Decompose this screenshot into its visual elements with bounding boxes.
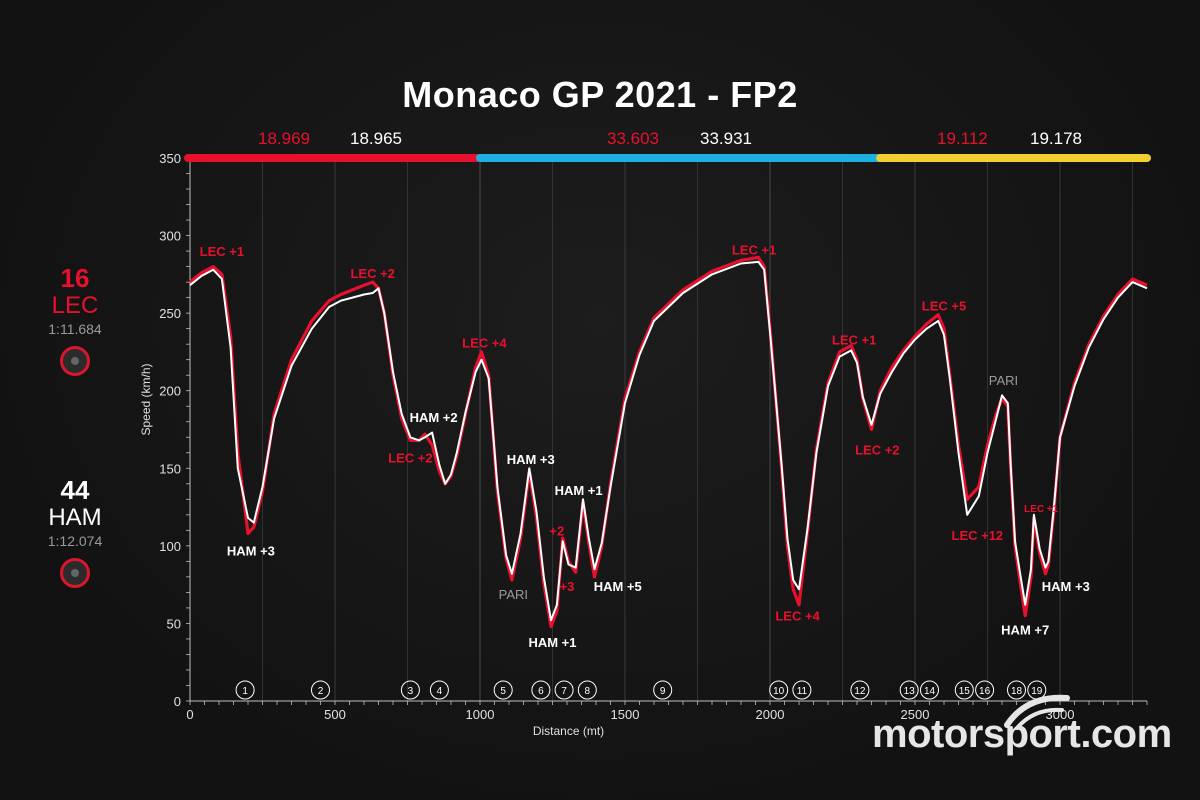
motorsport-swoosh-icon	[1004, 694, 1070, 730]
corner-marker	[554, 680, 574, 700]
x-tick-label: 1000	[466, 707, 495, 722]
series-line-lec	[188, 255, 1148, 629]
corner-label: 18	[1011, 686, 1023, 697]
annotation-label: LEC +5	[922, 298, 966, 313]
corner-marker	[1007, 680, 1026, 700]
annotation-label: HAM +2	[410, 410, 458, 425]
annotation-label: HAM +7	[1001, 623, 1049, 638]
corner-marker	[577, 680, 597, 700]
driver-number: 16	[60, 263, 90, 293]
annotation-label: HAM +1	[555, 483, 603, 498]
annotation-label: LEC +2	[350, 266, 394, 281]
corner-marker	[792, 680, 812, 700]
corner-marker	[899, 680, 919, 700]
corner-label: 3	[408, 686, 414, 697]
y-tick-label: 300	[159, 229, 181, 244]
annotation-label: PARI	[499, 587, 528, 602]
driver-card-ham: 44 HAM 1:12.074	[30, 476, 120, 588]
annotation-label: HAM +3	[1042, 579, 1090, 594]
x-tick-label: 500	[324, 707, 346, 722]
series-line-ham	[189, 260, 1148, 622]
driver-code: HAM	[48, 504, 102, 531]
watermark-logo: motorsport.com	[872, 712, 1172, 756]
corner-label: 16	[979, 686, 991, 697]
y-tick-label: 250	[159, 306, 181, 321]
corner-label: 19	[1031, 686, 1043, 697]
corner-label: 10	[773, 686, 785, 697]
corner-label: 13	[904, 686, 916, 697]
annotation-label: LEC +4	[775, 609, 820, 624]
soft-tyre-icon	[60, 346, 90, 376]
y-axis-label: Speed (km/h)	[139, 363, 153, 435]
annotation-label: HAM +5	[594, 579, 642, 594]
driver-laptime: 1:12.074	[47, 533, 103, 549]
y-tick-label: 100	[159, 539, 181, 554]
chart-title: Monaco GP 2021 - FP2	[402, 74, 798, 115]
sector2-ham-time: 33.931	[700, 129, 752, 148]
annotation-label: LEC +2	[388, 450, 432, 465]
y-tick-label: 150	[159, 461, 181, 476]
corner-marker	[769, 680, 789, 700]
corner-marker	[235, 680, 255, 700]
x-tick-label: 2000	[756, 707, 785, 722]
corner-marker	[400, 680, 420, 700]
corner-marker	[493, 680, 513, 700]
driver-code: LEC	[51, 292, 99, 319]
x-tick-label: 1500	[611, 707, 640, 722]
x-axis-label: Distance (mt)	[533, 724, 604, 738]
y-tick-label: 50	[167, 616, 181, 631]
corner-marker	[653, 680, 673, 700]
annotation-label: LEC +1	[1024, 504, 1059, 515]
corner-label: 9	[660, 686, 666, 697]
corner-label: 2	[318, 686, 324, 697]
corner-marker	[311, 680, 330, 700]
corner-marker	[920, 680, 939, 700]
corner-label: 12	[854, 686, 866, 697]
corner-label: 4	[437, 686, 443, 697]
sector2-lec-time: 33.603	[607, 129, 659, 148]
annotation-label: LEC +1	[732, 243, 776, 258]
annotation-label: HAM +1	[528, 635, 576, 650]
soft-tyre-icon	[60, 558, 90, 588]
corner-marker	[850, 680, 870, 700]
corner-label: 15	[959, 686, 971, 697]
corner-marker	[531, 680, 551, 700]
driver-laptime: 1:11.684	[48, 321, 102, 337]
corner-marker	[975, 680, 995, 700]
x-tick-label: 0	[186, 707, 193, 722]
annotation-label: PARI	[989, 373, 1018, 388]
y-tick-label: 0	[174, 694, 181, 709]
corner-marker	[954, 680, 974, 700]
sector3-lec-time: 19.112	[937, 129, 988, 148]
driver-number: 44	[60, 475, 90, 505]
corner-label: 11	[797, 686, 808, 697]
corner-marker	[429, 680, 449, 700]
corner-label: 7	[561, 686, 567, 697]
annotation-label: HAM +3	[507, 452, 555, 467]
y-tick-label: 350	[159, 151, 181, 166]
sector1-lec-time: 18.969	[258, 129, 310, 148]
sector3-ham-time: 19.178	[1030, 129, 1082, 148]
corner-label: 14	[924, 686, 936, 697]
corner-label: 6	[538, 686, 544, 697]
sector1-ham-time: 18.965	[350, 129, 402, 148]
x-tick-label: 2500	[901, 707, 930, 722]
driver-card-lec: 16 LEC 1:11.684	[30, 264, 120, 376]
annotation-label: LEC +12	[952, 528, 1004, 543]
corner-label: 1	[242, 686, 248, 697]
annotation-label: +3	[560, 579, 575, 594]
annotation-label: HAM +3	[227, 544, 275, 559]
annotation-label: +2	[549, 523, 564, 538]
corner-label: 5	[500, 686, 506, 697]
annotation-label: LEC +2	[855, 443, 899, 458]
annotation-label: LEC +1	[832, 333, 876, 348]
corner-label: 8	[585, 686, 591, 697]
y-tick-label: 200	[159, 384, 181, 399]
annotation-label: LEC +1	[200, 244, 244, 259]
annotation-label: LEC +4	[462, 336, 507, 351]
